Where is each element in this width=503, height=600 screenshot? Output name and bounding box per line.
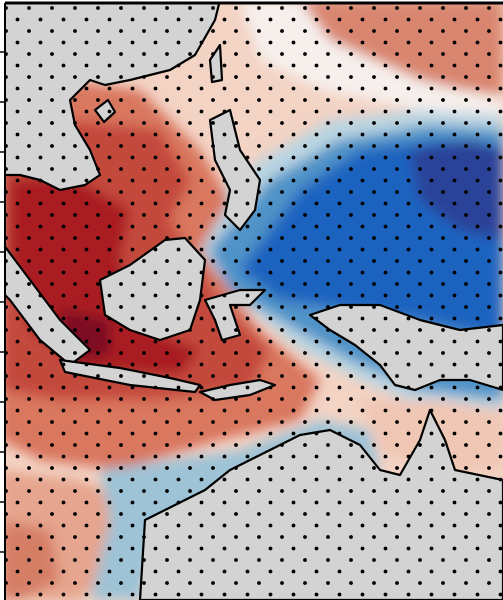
left-ticks (0, 51, 5, 553)
